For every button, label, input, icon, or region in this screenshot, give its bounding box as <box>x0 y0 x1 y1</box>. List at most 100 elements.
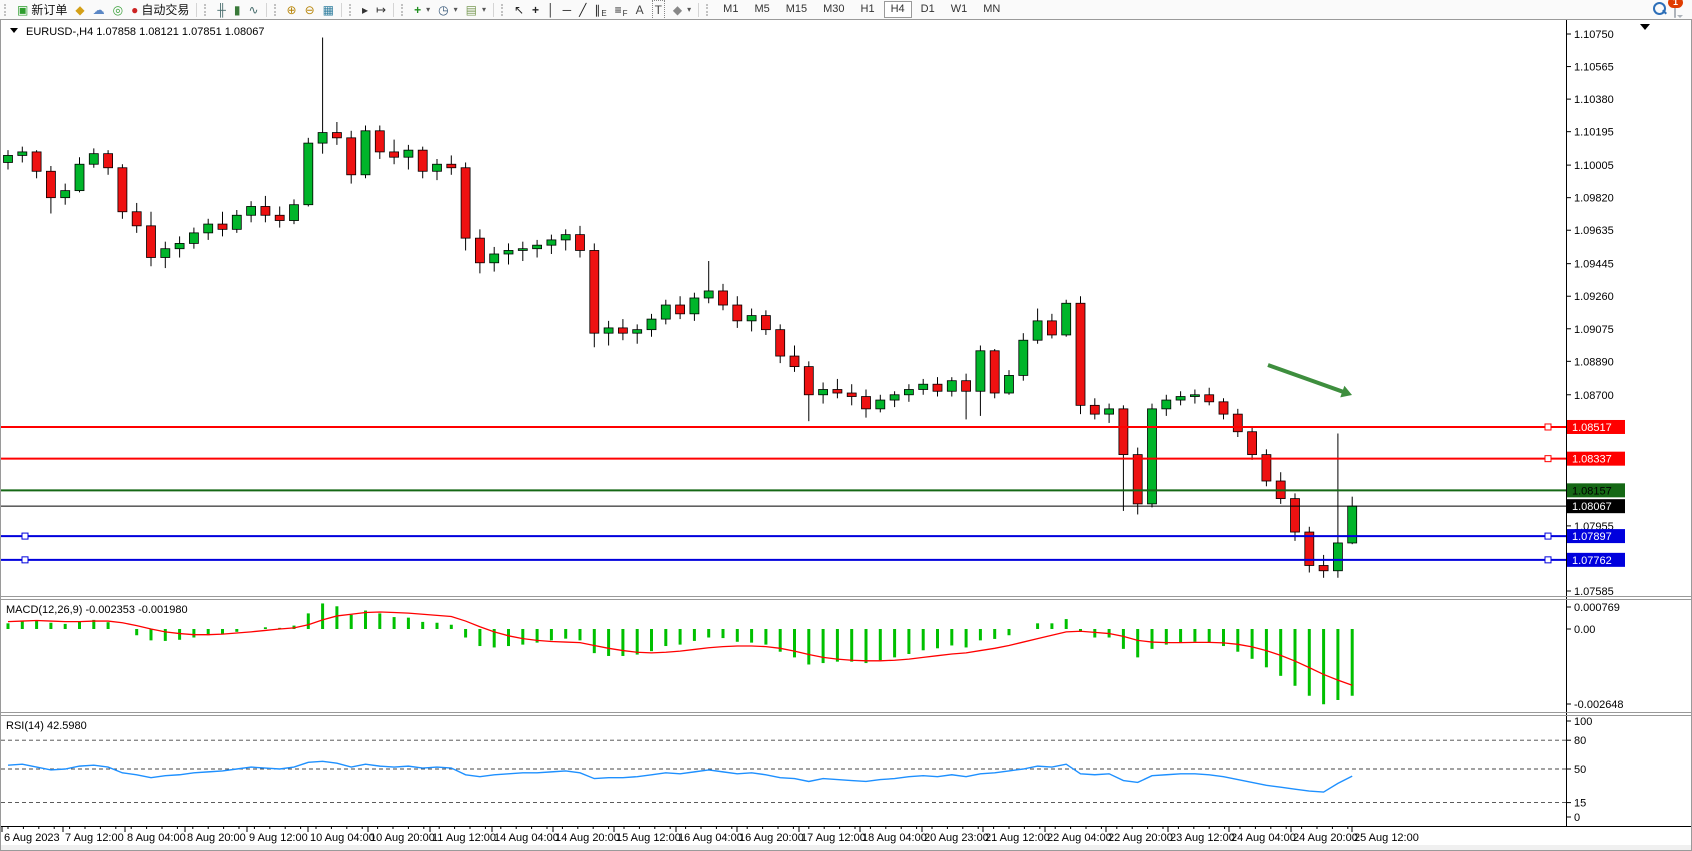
chat-icon <box>1674 1 1676 18</box>
rsi-axis-label: 50 <box>1574 764 1586 776</box>
signals-button[interactable]: ◎ <box>109 1 127 19</box>
candle <box>1347 505 1358 544</box>
toolbar-grip <box>706 3 712 16</box>
candle <box>718 290 728 306</box>
level-handle[interactable] <box>1544 532 1552 540</box>
templates-dropdown-icon[interactable]: ▾ <box>481 5 486 14</box>
candle <box>603 327 614 334</box>
candle <box>31 151 42 172</box>
level-handle[interactable] <box>1544 556 1552 564</box>
candle <box>775 329 786 357</box>
timeframe-m30-button[interactable]: M30 <box>823 3 845 15</box>
level-handle[interactable] <box>1544 455 1552 463</box>
candle <box>1175 396 1186 401</box>
timeframe-w1-button[interactable]: W1 <box>950 3 968 15</box>
candle <box>632 329 643 334</box>
line-chart-button[interactable]: ∿ <box>244 1 262 19</box>
time-tick-label: 20 Aug 23:00 <box>924 832 989 844</box>
candle <box>489 253 500 264</box>
time-tick-label: 21 Aug 12:00 <box>985 832 1050 844</box>
candle <box>889 394 900 401</box>
indicators-button[interactable]: + ▾ <box>410 1 434 19</box>
level-handle[interactable] <box>21 556 29 564</box>
crosshair-button[interactable]: + <box>528 1 543 19</box>
search-button[interactable] <box>1653 1 1666 18</box>
zoom-out-button[interactable]: ⊖ <box>301 1 319 19</box>
candle <box>818 389 828 396</box>
text-label-button[interactable]: T <box>648 0 669 20</box>
arrow-annotation[interactable] <box>1267 363 1346 395</box>
mql5-community-icon: ☁ <box>92 2 105 17</box>
timeframe-mn-button[interactable]: MN <box>983 3 1001 15</box>
chart-canvas[interactable]: 1.10750 1.10565 1.10380 1.10195 1.10005 1.098… <box>0 19 1692 851</box>
text-icon: A <box>635 2 644 17</box>
text-button[interactable]: A <box>632 1 648 19</box>
chart-shift-button[interactable]: ↦ <box>372 1 390 19</box>
auto-scroll-icon: ▸ <box>362 2 369 17</box>
rsi-label: RSI(14) 42.5980 <box>6 720 87 732</box>
arrows-dropdown-icon[interactable]: ▾ <box>687 5 692 14</box>
tile-windows-button[interactable]: ▦ <box>319 1 338 19</box>
price-tick-label: 1.10380 <box>1574 94 1614 106</box>
toolbar-separator <box>341 2 342 17</box>
trendline-button[interactable]: ╱ <box>575 1 590 19</box>
toolbar-right: 1 <box>1653 0 1692 18</box>
price-tick-label: 1.08700 <box>1574 390 1614 402</box>
timeframe-m1-button[interactable]: M1 <box>723 3 739 15</box>
time-tick-label: 14 Aug 20:00 <box>555 832 620 844</box>
chart-window[interactable]: 1.10750 1.10565 1.10380 1.10195 1.10005 1.098… <box>0 19 1692 851</box>
fibonacci-button[interactable]: ≡ F <box>611 1 632 19</box>
autotrading-button[interactable]: ● 自动交易 <box>127 1 193 19</box>
scale-marker-icon[interactable] <box>1640 24 1650 30</box>
timeframe-m15-button[interactable]: M15 <box>785 3 808 15</box>
auto-scroll-button[interactable]: ▸ <box>358 1 372 19</box>
time-tick-label: 9 Aug 12:00 <box>249 832 308 844</box>
equidistant-channel-button[interactable]: ∥ E <box>590 1 610 19</box>
templates-button[interactable]: ▤ ▾ <box>462 1 490 19</box>
toolbar-grip <box>401 3 407 16</box>
candle <box>1147 408 1157 505</box>
level-price-badge <box>1567 529 1625 544</box>
cursor-icon: ↖ <box>513 2 525 17</box>
timeframe-h4-button[interactable]: H4 <box>883 1 912 18</box>
level-price-badge-label: 1.08517 <box>1572 422 1612 434</box>
equidistant-channel-sub-label: E <box>601 8 607 18</box>
new-order-icon: ▣ <box>17 2 29 17</box>
timeframe-m5-button[interactable]: M5 <box>754 3 770 15</box>
candle <box>1089 404 1100 415</box>
time-tick-label: 24 Aug 04:00 <box>1231 832 1296 844</box>
chat-button[interactable]: 1 <box>1668 0 1683 18</box>
level-handle[interactable] <box>21 532 29 540</box>
timeframe-d1-button[interactable]: D1 <box>920 3 935 15</box>
current-price-badge-label: 1.08067 <box>1572 501 1612 513</box>
periods-button[interactable]: ◷ ▾ <box>434 1 462 19</box>
bar-chart-button[interactable]: ╫ <box>213 1 230 19</box>
time-tick-label: 15 Aug 12:00 <box>616 832 681 844</box>
charts-window-button[interactable]: ◆ <box>71 1 88 19</box>
indicators-dropdown-icon[interactable]: ▾ <box>426 5 431 14</box>
one-click-trading-toggle[interactable] <box>10 28 18 33</box>
candle <box>732 304 743 322</box>
zoom-in-button[interactable]: ⊕ <box>283 1 301 19</box>
timeframe-h1-button[interactable]: H1 <box>860 3 875 15</box>
vertical-line-button[interactable]: │ <box>543 1 559 19</box>
bar-chart-icon: ╫ <box>217 2 226 17</box>
level-handle[interactable] <box>1544 423 1552 431</box>
time-tick-label: 10 Aug 04:00 <box>310 832 375 844</box>
arrow-annotation-head[interactable] <box>1340 385 1352 398</box>
time-tick-label: 8 Aug 20:00 <box>187 832 246 844</box>
candle <box>117 167 128 213</box>
arrows-icon: ◆ <box>672 2 683 17</box>
new-order-button[interactable]: ▣ 新订单 <box>13 1 71 19</box>
rsi-panel: RSI(14) 42.5980 100 80 50 15 0 <box>1 716 1592 824</box>
horizontal-line-button[interactable]: ─ <box>559 1 576 19</box>
candle <box>861 396 871 410</box>
candle <box>432 163 442 172</box>
cursor-button[interactable]: ↖ <box>510 1 528 19</box>
candlestick-chart-button[interactable]: ▮ <box>230 1 245 19</box>
periods-dropdown-icon[interactable]: ▾ <box>453 5 458 14</box>
mql5-community-button[interactable]: ☁ <box>89 1 109 19</box>
time-tick-label: 25 Aug 12:00 <box>1354 832 1419 844</box>
arrows-button[interactable]: ◆ ▾ <box>669 1 695 19</box>
